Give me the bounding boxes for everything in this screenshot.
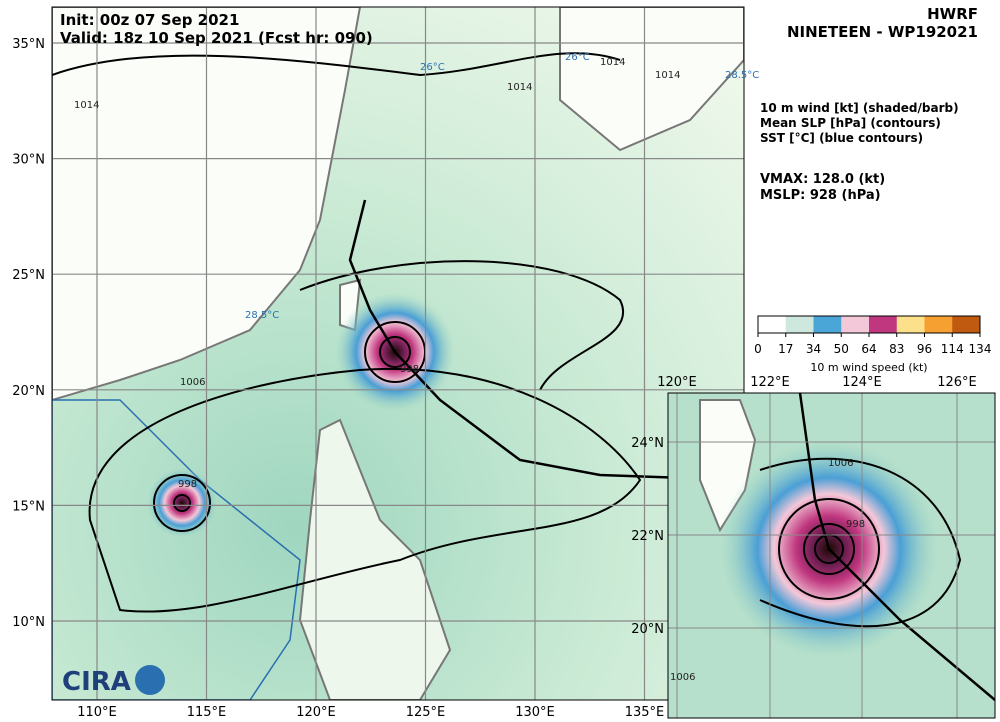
legend-line: Mean SLP [hPa] (contours): [760, 116, 941, 130]
lat-label: 24°N: [631, 436, 664, 451]
lon-label: 122°E: [750, 375, 790, 390]
colorbar: 0 17 34 50 64 83 96 114 134: [754, 315, 992, 356]
lon-label: 120°E: [657, 375, 697, 390]
lon-label: 125°E: [406, 705, 446, 720]
contour-label: 28.5°C: [725, 70, 759, 81]
colorbar-tick-label: 134: [969, 342, 992, 356]
lat-label: 10°N: [12, 615, 45, 630]
lon-label: 124°E: [842, 375, 882, 390]
vmax: VMAX: 128.0 (kt): [760, 172, 885, 187]
colorbar-segment: [813, 316, 842, 333]
colorbar-tick-label: 96: [917, 342, 932, 356]
lat-label: 15°N: [12, 499, 45, 514]
colorbar-segment: [869, 316, 898, 333]
legend-line: 10 m wind [kt] (shaded/barb): [760, 101, 959, 115]
contour-label: 1014: [507, 82, 532, 93]
inset-map: [668, 393, 995, 718]
legend-line: SST [°C] (blue contours): [760, 131, 923, 145]
contour-label: 998: [400, 364, 419, 375]
contour-label: 998: [178, 479, 197, 490]
colorbar-segment: [924, 316, 953, 333]
contour-label: 1006: [828, 458, 853, 469]
lat-label: 30°N: [12, 153, 45, 168]
colorbar-label: 10 m wind speed (kt): [810, 361, 927, 374]
colorbar-tick-label: 83: [889, 342, 904, 356]
colorbar-segment: [785, 316, 814, 333]
contour-label: 998: [846, 519, 865, 530]
colorbar-tick-label: 50: [834, 342, 849, 356]
map-frame: [51, 6, 745, 701]
colorbar-segment: [896, 316, 925, 333]
mslp: MSLP: 928 (hPa): [760, 188, 881, 203]
inset-grid: 120°E 122°E 124°E 126°E 24°N 22°N 20°N: [631, 375, 995, 718]
model-text: HWRF: [927, 5, 978, 23]
lon-label: 126°E: [937, 375, 977, 390]
colorbar-tick-label: 0: [754, 342, 762, 356]
lat-label: 35°N: [12, 37, 45, 52]
lat-label: 20°N: [12, 384, 45, 399]
grid: 110°E 115°E 120°E 125°E 130°E 135°E 10°N 15°N 20…: [12, 7, 744, 720]
colorbar-tick-label: 34: [806, 342, 821, 356]
logo: CIRA: [62, 667, 131, 697]
inset-frame: [667, 392, 996, 719]
lon-label: 110°E: [77, 705, 117, 720]
colorbar-segment: [758, 316, 787, 333]
lat-label: 25°N: [12, 268, 45, 283]
contour-label: 26°C: [565, 52, 590, 63]
contour-label: 1006: [670, 672, 695, 683]
contour-label: 1006: [180, 377, 205, 388]
colorbar-segment: [952, 316, 981, 333]
contour-label: 1014: [600, 57, 625, 68]
colorbar-segment: [841, 316, 870, 333]
init-text: Init: 00z 07 Sep 2021: [60, 11, 239, 29]
contour-label: 28.5°C: [245, 310, 279, 321]
lon-label: 115°E: [187, 705, 227, 720]
valid-text: Valid: 18z 10 Sep 2021 (Fcst hr: 090): [60, 29, 373, 47]
contour-label: 1014: [655, 70, 680, 81]
storm-text: NINETEEN - WP192021: [787, 23, 978, 41]
lat-label: 22°N: [631, 529, 664, 544]
colorbar-tick-label: 17: [778, 342, 793, 356]
lon-label: 135°E: [625, 705, 665, 720]
logo-icon: [135, 665, 165, 695]
contour-label: 26°C: [420, 62, 445, 73]
contour-label: 1014: [74, 100, 99, 111]
colorbar-tick-label: 114: [941, 342, 964, 356]
main-map: [52, 7, 744, 700]
colorbar-tick-label: 64: [861, 342, 876, 356]
lon-label: 120°E: [296, 705, 336, 720]
lon-label: 130°E: [515, 705, 555, 720]
lat-label: 20°N: [631, 622, 664, 637]
